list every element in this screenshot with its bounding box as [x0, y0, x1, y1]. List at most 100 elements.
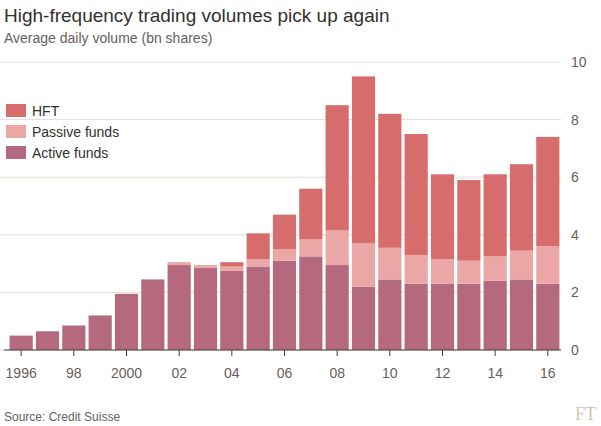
bar-segment: [510, 279, 533, 350]
grid-line: [0, 119, 561, 120]
y-tick-label: 6: [571, 169, 579, 185]
x-tick-label: 02: [171, 365, 187, 381]
bar-segment: [89, 315, 112, 316]
bar-segment: [326, 230, 349, 265]
legend-swatch: [6, 125, 26, 138]
bar-segment: [194, 268, 217, 350]
bar-segment: [141, 279, 164, 350]
x-tick-label: 08: [329, 365, 345, 381]
bar-segment: [352, 243, 375, 286]
source: Source: Credit Suisse: [4, 410, 120, 424]
x-tick: [179, 350, 180, 356]
legend-label: Active funds: [32, 145, 108, 161]
bar-segment: [115, 294, 138, 350]
bar-segment: [431, 284, 454, 350]
y-tick-label: 4: [571, 227, 579, 243]
bar-segment: [457, 180, 480, 261]
y-tick-label: 2: [571, 284, 579, 300]
bar-segment: [484, 174, 507, 256]
bar-segment: [273, 215, 296, 250]
legend-swatch: [6, 146, 26, 159]
x-tick-label: 04: [224, 365, 240, 381]
bar-segment: [431, 259, 454, 283]
bar-segment: [168, 265, 191, 350]
bar-segment: [168, 262, 191, 265]
grid-line: [0, 350, 561, 351]
bar-segment: [405, 134, 428, 255]
bar-segment: [247, 266, 270, 350]
x-tick-label: 98: [66, 365, 82, 381]
subtitle: Average daily volume (bn shares): [4, 30, 212, 46]
bar-segment: [115, 293, 138, 294]
y-tick-label: 8: [571, 112, 579, 128]
bar-segment: [10, 335, 33, 336]
chart: High-frequency trading volumes pick up a…: [0, 0, 601, 426]
bar-segment: [378, 279, 401, 350]
bar-segment: [510, 251, 533, 280]
bar-segment: [405, 284, 428, 350]
bar-segment: [352, 287, 375, 350]
x-tick-label: 14: [487, 365, 503, 381]
logo: FT: [575, 404, 596, 424]
x-tick-label: 2000: [111, 365, 142, 381]
x-tick: [337, 350, 338, 356]
bar-segment: [378, 248, 401, 280]
bar-segment: [115, 293, 138, 294]
bar-segment: [536, 137, 559, 246]
x-tick: [495, 350, 496, 356]
legend: HFT Passive funds Active funds: [6, 103, 119, 161]
bar-segment: [536, 246, 559, 283]
bar-segment: [62, 326, 85, 350]
bar-segment: [405, 255, 428, 284]
x-axis: [4, 349, 561, 350]
bar-segment: [273, 261, 296, 350]
legend-label: Passive funds: [32, 124, 119, 140]
bar-segment: [141, 279, 164, 280]
bar-segment: [326, 105, 349, 230]
bar-segment: [299, 239, 322, 256]
bar-segment: [194, 265, 217, 268]
grid-line: [0, 177, 561, 178]
bar-segment: [36, 331, 59, 332]
bar-segment: [62, 325, 85, 326]
bar-segment: [457, 261, 480, 284]
x-tick-label: 1996: [6, 365, 37, 381]
x-tick: [442, 350, 443, 356]
bar-segment: [273, 249, 296, 261]
x-tick: [389, 350, 390, 356]
bar-segment: [36, 331, 59, 350]
bar-segment: [326, 265, 349, 350]
bar-segment: [536, 284, 559, 350]
x-tick: [231, 350, 232, 356]
x-tick-label: 16: [540, 365, 556, 381]
title: High-frequency trading volumes pick up a…: [4, 5, 390, 26]
bar-segment: [299, 189, 322, 239]
bar-segment: [484, 256, 507, 280]
bar-segment: [89, 315, 112, 350]
legend-label: HFT: [32, 103, 60, 119]
bar-segment: [352, 76, 375, 243]
bar-segment: [247, 259, 270, 266]
grid: [0, 62, 561, 350]
x-tick: [284, 350, 285, 356]
x-tick-label: 10: [382, 365, 398, 381]
bar-segment: [62, 325, 85, 326]
x-tick-label: 12: [435, 365, 451, 381]
bar-segment: [141, 279, 164, 280]
bar-segment: [89, 315, 112, 316]
y-tick-label: 10: [571, 54, 587, 70]
legend-swatch: [6, 104, 26, 117]
bar-segment: [378, 114, 401, 248]
bar-segment: [36, 331, 59, 332]
bar-segment: [299, 256, 322, 350]
bar-segment: [220, 266, 243, 270]
bar-segment: [10, 336, 33, 350]
x-tick-label: 06: [277, 365, 293, 381]
bar-segment: [168, 262, 191, 263]
bars: [10, 76, 560, 350]
bar-segment: [10, 335, 33, 336]
grid-line: [0, 62, 561, 63]
x-tick: [73, 350, 74, 356]
x-tick: [126, 350, 127, 356]
x-tick: [547, 350, 548, 356]
